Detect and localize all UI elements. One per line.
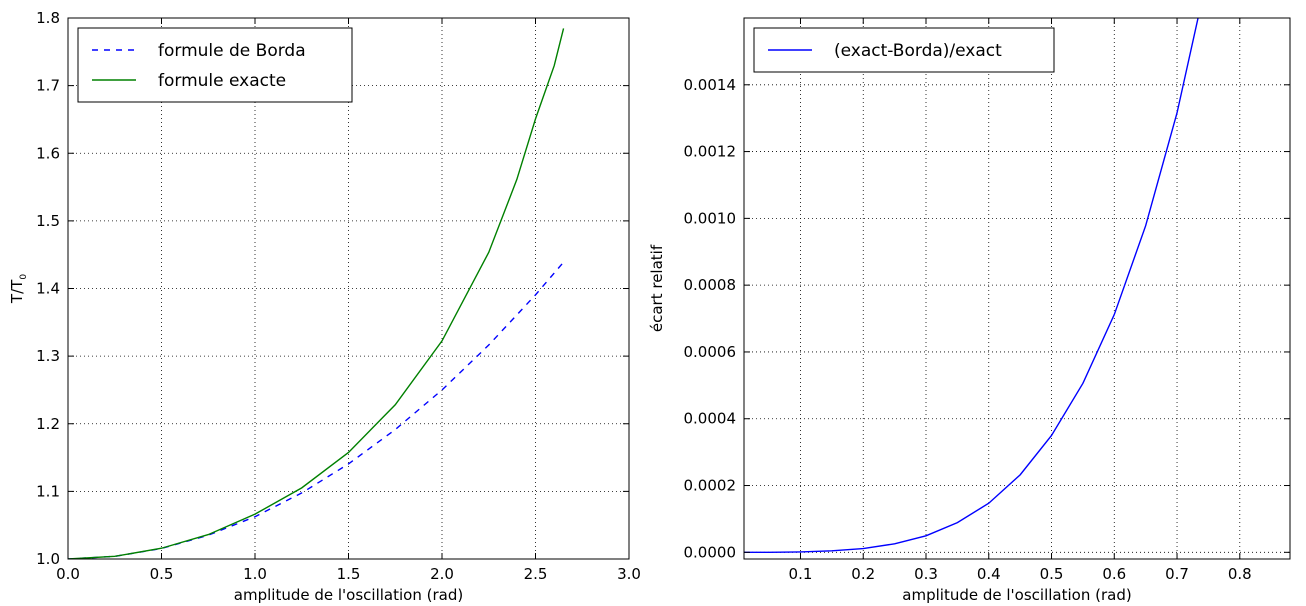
x-tick-label: 0.0 [56, 565, 80, 583]
x-tick-label: 0.2 [851, 565, 875, 583]
x-tick-label: 0.8 [1228, 565, 1252, 583]
x-tick-label: 1.5 [337, 565, 361, 583]
series-line-1 [744, 18, 1199, 554]
legend-box [77, 27, 353, 103]
y-tick-label: 0.0000 [684, 543, 737, 561]
x-tick-label: 2.5 [524, 565, 548, 583]
plot-frame [743, 17, 1291, 560]
y-tick-label: 0.0012 [684, 143, 737, 161]
x-tick-label: 2.0 [430, 565, 454, 583]
y-tick-label: 1.4 [36, 280, 60, 298]
x-tick-label: 0.7 [1165, 565, 1189, 583]
legend-label: (exact-Borda)/exact [834, 41, 1002, 61]
chart-1: 0.0 0.5 1.0 1.5 2.0 2.5 3.0 1.0 1.1 1.2 1.3 1.4 1.5 1… [8, 9, 641, 604]
y-tick-label: 1.7 [36, 77, 60, 95]
y-tick-label: 1.5 [36, 212, 60, 230]
y-tick-label: 0.0014 [684, 76, 737, 94]
y-tick-label: 1.0 [36, 550, 60, 568]
y-tick-label: 1.1 [36, 482, 60, 500]
y-tick-label: 0.0006 [684, 343, 737, 361]
y-tick-label: 1.2 [36, 415, 60, 433]
legend-label: formule de Borda [158, 41, 306, 61]
y-axis-label: écart relatif [648, 244, 666, 332]
y-tick-label: 1.3 [36, 347, 60, 365]
y-tick-label: 0.0010 [684, 209, 737, 227]
x-tick-label: 0.5 [1040, 565, 1064, 583]
x-tick-label: 3.0 [617, 565, 641, 583]
x-tick-label: 0.6 [1102, 565, 1126, 583]
series-line-1 [68, 261, 565, 559]
x-axis-label: amplitude de l'oscillation (rad) [902, 586, 1131, 604]
x-tick-label: 0.3 [914, 565, 938, 583]
y-axis-label: T/T0 [8, 274, 29, 304]
y-tick-label: 0.0004 [684, 410, 737, 428]
y-tick-label: 1.6 [36, 144, 60, 162]
series-line-2 [68, 28, 565, 559]
y-tick-label: 0.0002 [684, 477, 737, 495]
x-axis-label: amplitude de l'oscillation (rad) [234, 586, 463, 604]
x-tick-label: 0.4 [977, 565, 1001, 583]
chart-2: 0.1 0.2 0.3 0.4 0.5 0.6 0.7 0.8 0.0000 0.0002 0.00… [648, 17, 1291, 604]
y-tick-label: 1.8 [36, 9, 60, 27]
x-tick-label: 0.5 [150, 565, 174, 583]
x-tick-label: 0.1 [789, 565, 813, 583]
legend-label: formule exacte [158, 71, 286, 91]
x-tick-label: 1.0 [243, 565, 267, 583]
y-tick-label: 0.0008 [684, 276, 737, 294]
